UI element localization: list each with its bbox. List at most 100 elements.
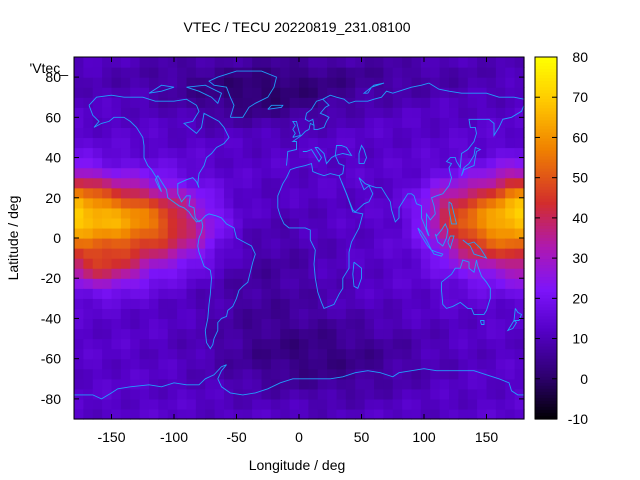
heat-cell	[327, 408, 338, 420]
heat-cell	[430, 157, 441, 169]
heat-cell	[374, 207, 384, 219]
heat-cell	[327, 338, 338, 350]
heat-cell	[270, 388, 281, 400]
heat-cell	[186, 238, 197, 249]
heat-cell	[289, 157, 300, 169]
heat-cell	[252, 197, 263, 209]
heat-cell	[214, 378, 225, 390]
colorbar-cell	[535, 274, 557, 278]
heat-cell	[177, 408, 188, 420]
heat-cell	[345, 338, 356, 350]
colorbar-cell	[535, 265, 557, 269]
heat-cell	[486, 197, 497, 209]
heat-cell	[177, 248, 188, 259]
heat-cell	[214, 248, 225, 259]
heat-cell	[449, 378, 459, 390]
heat-cell	[299, 187, 309, 199]
x-tick-label: 0	[295, 429, 303, 445]
heat-cell	[402, 388, 413, 400]
heat-cell	[214, 388, 225, 400]
coastline	[286, 98, 330, 166]
heat-cell	[364, 408, 375, 420]
heat-cell	[214, 298, 225, 309]
heat-cell	[392, 408, 403, 420]
heat-cell	[214, 147, 225, 159]
heat-cell	[467, 408, 478, 420]
heat-cell	[158, 238, 169, 249]
heat-cell	[514, 147, 525, 159]
heat-cell	[336, 308, 347, 320]
heat-cell	[420, 227, 431, 239]
heat-cell	[120, 127, 131, 139]
heat-cell	[205, 378, 216, 390]
heat-cell	[364, 348, 375, 360]
heat-cell	[242, 97, 253, 108]
colorbar-cell	[535, 313, 557, 318]
heat-cell	[205, 167, 216, 179]
heat-cell	[242, 348, 253, 360]
heat-cell	[345, 87, 356, 98]
heat-cell	[317, 77, 328, 88]
heat-cell	[505, 378, 516, 390]
heat-cell	[308, 107, 319, 118]
heat-cell	[214, 77, 225, 88]
heat-cell	[355, 348, 366, 360]
heat-cell	[130, 258, 141, 269]
heat-cell	[299, 77, 309, 88]
colorbar-cell	[535, 144, 557, 149]
heat-cell	[261, 388, 272, 400]
heat-cell	[336, 207, 347, 219]
heat-cell	[195, 328, 206, 340]
heat-cell	[345, 147, 356, 159]
heat-cell	[167, 338, 178, 350]
heat-cell	[270, 298, 281, 309]
heat-cell	[224, 298, 234, 309]
heat-cell	[392, 308, 403, 320]
heat-cell	[252, 157, 263, 169]
heat-cell	[317, 308, 328, 320]
heat-cell	[467, 358, 478, 370]
heat-cell	[299, 157, 309, 169]
heat-cell	[411, 67, 422, 78]
heat-cell	[139, 147, 150, 159]
heat-cell	[505, 127, 516, 139]
heat-cell	[270, 278, 281, 289]
heat-cell	[458, 107, 469, 118]
heat-cell	[214, 308, 225, 320]
heat-cell	[167, 227, 178, 239]
heat-cell	[514, 77, 525, 88]
heat-cell	[383, 187, 394, 199]
heat-cell	[458, 97, 469, 108]
heat-cell	[514, 348, 525, 360]
heat-cell	[111, 107, 122, 118]
heat-cell	[102, 217, 113, 229]
heat-cell	[83, 187, 94, 199]
heat-cell	[252, 268, 263, 279]
heat-cell	[92, 187, 103, 199]
heat-cell	[514, 408, 525, 420]
x-tick-label: -100	[160, 429, 188, 445]
heat-cell	[439, 298, 450, 309]
heat-cell	[74, 308, 84, 320]
heat-cell	[458, 388, 469, 400]
heat-cell	[439, 107, 450, 118]
heat-cell	[195, 127, 206, 139]
heat-cell	[467, 167, 478, 179]
heat-cell	[364, 197, 375, 209]
heat-cell	[224, 157, 234, 169]
heat-cell	[308, 318, 319, 330]
colorbar-cell	[535, 180, 557, 185]
heat-cell	[74, 117, 84, 128]
heat-cell	[402, 278, 413, 289]
heat-cell	[458, 217, 469, 229]
heat-cell	[205, 197, 216, 209]
heat-cell	[186, 197, 197, 209]
heat-cell	[195, 388, 206, 400]
heat-cell	[439, 77, 450, 88]
heat-cell	[439, 137, 450, 149]
colorbar-cell	[535, 129, 557, 134]
heat-cell	[411, 137, 422, 149]
colorbar-cell	[535, 310, 557, 315]
heat-cell	[449, 338, 459, 350]
heat-cell	[420, 187, 431, 199]
